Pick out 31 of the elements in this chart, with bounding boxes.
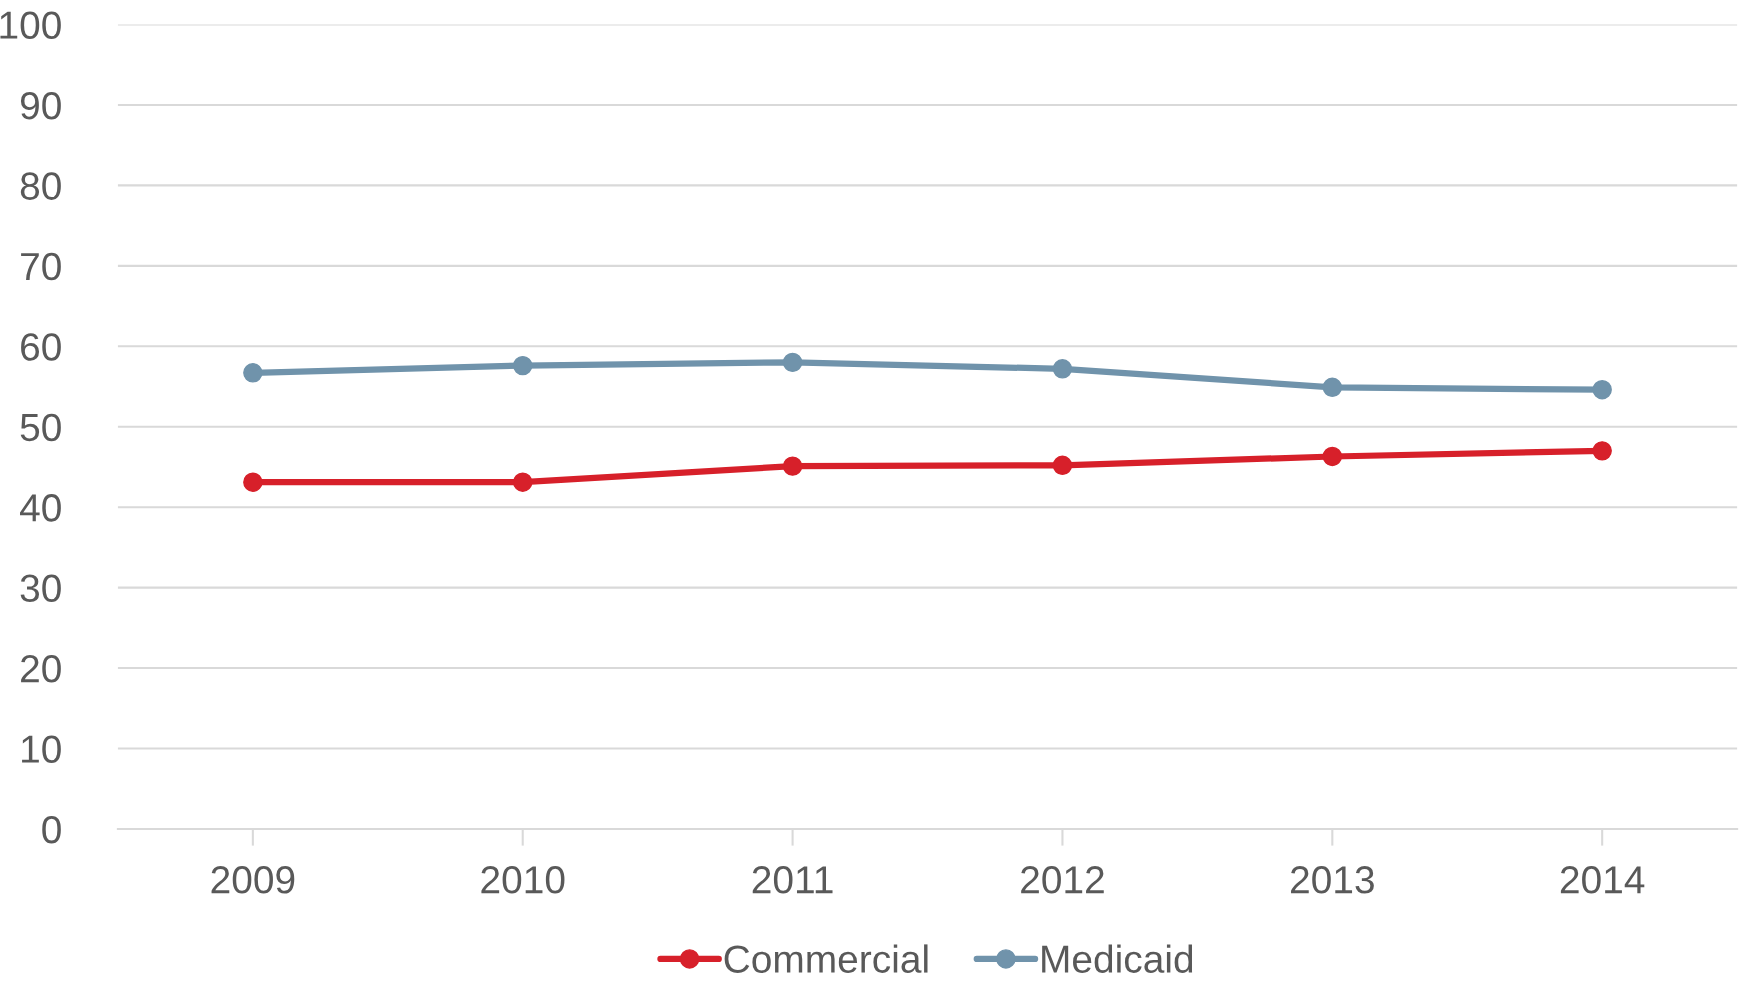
point [1052, 359, 1073, 379]
x-tick-label: 2014 [1560, 866, 1645, 894]
x-tick-label: 2010 [481, 866, 565, 894]
y-tick-label: 60 [21, 333, 61, 361]
y-tick-label: 90 [20, 91, 61, 120]
x-tick-label: 2012 [1021, 866, 1104, 894]
y-tick-label: 40 [20, 494, 61, 522]
y-tick-label: 20 [21, 655, 61, 683]
point [512, 355, 533, 376]
x-tick-label: 2009 [211, 866, 295, 894]
point [1592, 380, 1612, 400]
y-tick-label: 10 [22, 735, 61, 763]
point [1052, 455, 1073, 476]
point [243, 363, 263, 383]
y-tick-label: 80 [20, 172, 61, 200]
point [1322, 446, 1343, 467]
legend-label: Medicaid [1042, 944, 1193, 973]
x-tick-label: 2011 [752, 866, 833, 894]
legend-label: Commercial [724, 944, 928, 973]
x-tick-label: 2013 [1291, 866, 1374, 894]
point [1592, 441, 1612, 461]
y-tick-label: 100 [0, 11, 61, 39]
y-tick-label: 50 [20, 413, 61, 442]
y-tick-label: 30 [20, 574, 61, 603]
y-tick-label: 0 [42, 815, 61, 844]
point [512, 472, 533, 492]
point [243, 472, 263, 492]
y-tick-label: 70 [21, 252, 61, 281]
point [1322, 377, 1343, 398]
point [782, 456, 803, 476]
point [782, 352, 803, 373]
